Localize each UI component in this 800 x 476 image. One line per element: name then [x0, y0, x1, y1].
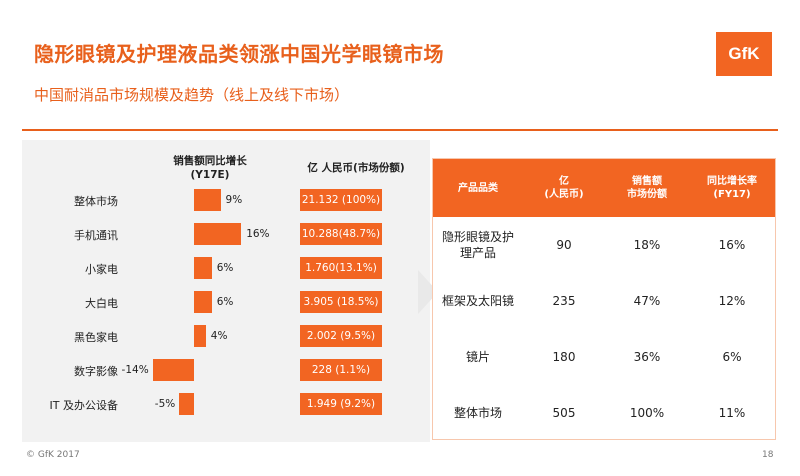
- growth-bar: [194, 257, 212, 279]
- category-label: 数字影像: [74, 365, 118, 378]
- table-cell: 12%: [718, 294, 746, 308]
- table-cell: 隐形眼镜及护 理产品: [441, 230, 514, 260]
- table-header-cell: 同比增长率 (FY17): [707, 176, 757, 200]
- growth-column-header: 销售额同比增长 (Y17E): [150, 154, 270, 182]
- sales-value-box: 2.002 (9.5%): [300, 325, 382, 347]
- table-cell: 16%: [718, 238, 746, 252]
- table-header-cell: 产品品类: [458, 182, 498, 194]
- sales-value-box: 3.905 (18.5%): [300, 291, 382, 313]
- table-cell: 11%: [718, 406, 746, 420]
- sales-column-header: 亿 人民币(市场份额): [307, 162, 405, 174]
- table-header-row: 产品品类 亿 (人民币) 销售额 市场份额 同比增长率 (FY17): [433, 159, 775, 217]
- table-cell: 18%: [633, 238, 661, 252]
- page-subtitle: 中国耐消品市场规模及趋势（线上及线下市场）: [34, 86, 350, 104]
- growth-data-label: 4%: [210, 330, 228, 342]
- growth-data-label: 6%: [216, 262, 234, 274]
- category-label: 大白电: [85, 297, 118, 310]
- table-cell: 180: [552, 350, 576, 364]
- growth-header-line: 销售额同比增长: [173, 155, 247, 167]
- gfk-logo: GfK: [716, 32, 772, 76]
- table-cell: 框架及太阳镜: [441, 294, 514, 308]
- sales-value-box: 21.132 (100%): [300, 189, 382, 211]
- growth-bar: [194, 325, 206, 347]
- table-cell: 235: [552, 294, 576, 308]
- table-cell: 90: [556, 238, 572, 252]
- table-header-cell: 亿 (人民币): [544, 176, 584, 200]
- growth-bar: [194, 223, 242, 245]
- sales-value-box: 1.949 (9.2%): [300, 393, 382, 415]
- category-label: IT 及办公设备: [49, 399, 118, 412]
- table-cell: 47%: [633, 294, 661, 308]
- growth-data-label: -14%: [121, 364, 149, 376]
- sales-value-box: 10.288(48.7%): [300, 223, 382, 245]
- table-cell: 6%: [722, 350, 742, 364]
- table-header-cell: 销售额 市场份额: [627, 176, 667, 200]
- optical-market-table: 产品品类 亿 (人民币) 销售额 市场份额 同比增长率 (FY17) 隐形眼镜及护 理产品 90…: [432, 158, 776, 440]
- copyright-text: © GfK 2017: [26, 450, 80, 460]
- growth-bar: [179, 393, 194, 415]
- header-divider: [22, 129, 778, 131]
- category-label: 手机通讯: [74, 229, 118, 242]
- table-cell: 505: [552, 406, 576, 420]
- sales-value-box: 228 (1.1%): [300, 359, 382, 381]
- page-title: 隐形眼镜及护理液品类领涨中国光学眼镜市场: [34, 42, 444, 66]
- growth-data-label: 6%: [216, 296, 234, 308]
- growth-bar: [194, 291, 212, 313]
- growth-bar: [152, 359, 194, 381]
- sales-value-box: 1.760(13.1%): [300, 257, 382, 279]
- table-cell: 镜片: [465, 350, 490, 364]
- growth-data-label: -5%: [154, 398, 176, 410]
- category-label: 黑色家电: [74, 331, 118, 344]
- category-label: 小家电: [85, 263, 118, 276]
- page-number: 18: [762, 450, 774, 460]
- category-label: 整体市场: [74, 195, 118, 208]
- growth-bar: [194, 189, 221, 211]
- growth-header-line: (Y17E): [190, 169, 230, 181]
- growth-data-label: 9%: [225, 194, 243, 206]
- growth-data-label: 16%: [246, 228, 270, 240]
- table-cell: 36%: [633, 350, 661, 364]
- table-cell: 100%: [629, 406, 665, 420]
- table-cell: 整体市场: [453, 406, 502, 420]
